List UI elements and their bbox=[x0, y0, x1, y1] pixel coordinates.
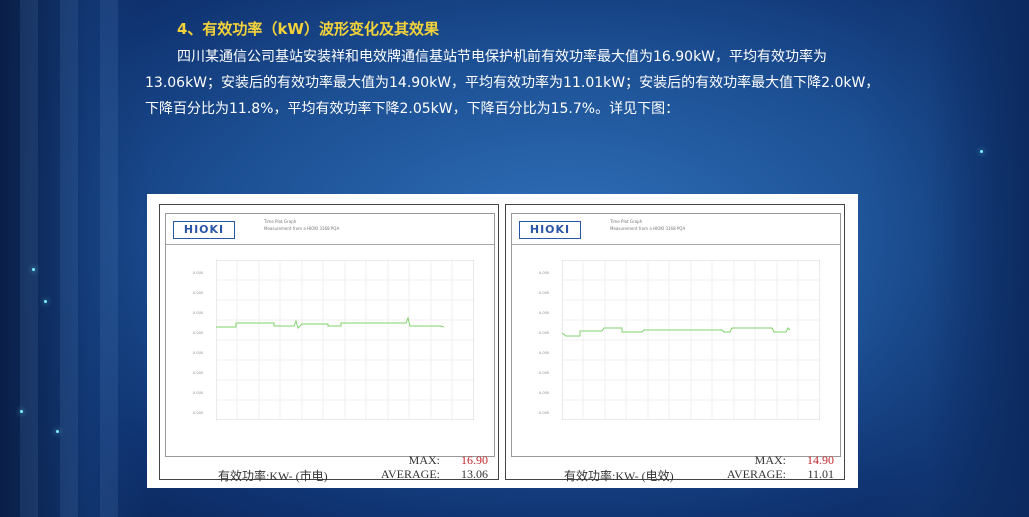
server-light bbox=[44, 300, 47, 303]
max-label: MAX: bbox=[754, 453, 786, 467]
server-light bbox=[980, 150, 983, 153]
max-value: 16.90 bbox=[461, 453, 488, 467]
comparison-figure: HIOKI Time Plot Graph Measurement from a… bbox=[147, 194, 858, 488]
average-value: 11.01 bbox=[807, 467, 834, 481]
average-value: 13.06 bbox=[461, 467, 488, 481]
graph-header-title: Time Plot Graph bbox=[264, 219, 297, 224]
hioki-logo: HIOKI bbox=[173, 221, 235, 239]
graph-panel-after: HIOKI Time Plot Graph Measurement from a… bbox=[505, 204, 845, 483]
body-paragraph: 四川某通信公司基站安装祥和电效牌通信基站节电保护机前有效功率最大值为16.90k… bbox=[145, 49, 880, 117]
graph-panel-before: HIOKI Time Plot Graph Measurement from a… bbox=[159, 204, 499, 483]
panel-caption: 有效功率:KW- (市电) bbox=[218, 469, 328, 483]
hioki-logo: HIOKI bbox=[519, 221, 581, 239]
graph-frame: HIOKI Time Plot Graph Measurement from a… bbox=[511, 213, 841, 457]
graph-header-title: Time Plot Graph bbox=[610, 219, 643, 224]
power-trace-plot bbox=[562, 260, 820, 420]
average-label: AVERAGE: bbox=[380, 467, 440, 481]
graph-frame: HIOKI Time Plot Graph Measurement from a… bbox=[165, 213, 495, 457]
max-label: MAX: bbox=[408, 453, 440, 467]
background-right-racks bbox=[859, 0, 1029, 517]
average-label: AVERAGE: bbox=[726, 467, 786, 481]
power-trace-plot bbox=[216, 260, 474, 420]
panel-caption: 有效功率:KW- (电效) bbox=[564, 469, 674, 483]
graph-header-sub: Measurement from a HIOKI 3168 PQA bbox=[264, 226, 340, 231]
section-heading: 4、有效功率（kW）波形变化及其效果 bbox=[177, 20, 439, 38]
server-light bbox=[56, 430, 59, 433]
server-light bbox=[20, 410, 23, 413]
graph-header-sub: Measurement from a HIOKI 3168 PQA bbox=[610, 226, 686, 231]
server-light bbox=[32, 268, 35, 271]
background-left-racks bbox=[0, 0, 150, 517]
max-value: 14.90 bbox=[807, 453, 834, 467]
